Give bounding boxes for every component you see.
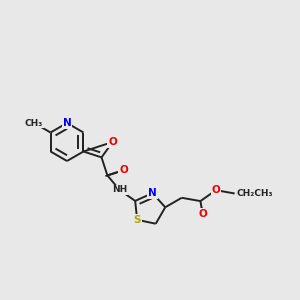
Text: N: N	[148, 188, 157, 198]
Text: O: O	[212, 185, 220, 195]
Text: S: S	[134, 215, 141, 225]
Text: CH₂CH₃: CH₂CH₃	[237, 189, 273, 198]
Text: O: O	[108, 137, 117, 147]
Text: O: O	[119, 165, 128, 175]
Text: CH₃: CH₃	[25, 118, 43, 127]
Text: O: O	[198, 209, 207, 219]
Text: N: N	[63, 118, 71, 128]
Text: NH: NH	[112, 185, 127, 194]
